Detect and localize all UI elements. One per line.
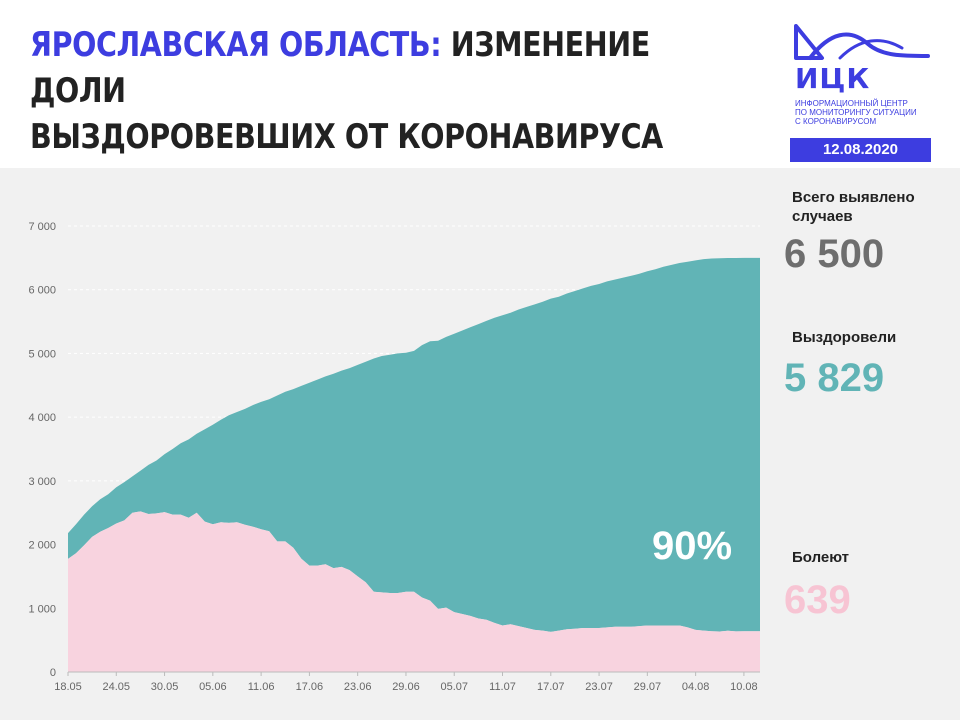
chart-panel: 0 1 000 2 000 3 000 4 000 5 000 6 000 7 000 18.0… (0, 168, 960, 720)
total-label-line1: Всего выявлено (792, 189, 915, 206)
itsk-logo: ИЦК Информационный центр по мониторингу … (790, 22, 932, 162)
y-tick-label: 5 000 (28, 348, 56, 360)
y-tick-label: 7 000 (28, 221, 56, 233)
y-tick-label: 1 000 (28, 603, 56, 615)
x-tick-label: 11.07 (489, 681, 516, 693)
x-tick-label: 23.07 (585, 681, 613, 693)
x-tick-label: 17.07 (537, 681, 565, 693)
logo-subtitle: Информационный центр по мониторингу ситу… (795, 99, 935, 126)
y-tick-label: 6 000 (28, 285, 56, 297)
x-tick-label: 23.06 (344, 681, 372, 693)
logo-subtitle-line2: по мониторингу ситуации (795, 108, 917, 117)
x-tick-label: 05.07 (440, 681, 468, 693)
x-tick-label: 29.07 (634, 681, 662, 693)
recovered-value: 5 829 (784, 356, 885, 400)
sick-value: 639 (784, 578, 851, 622)
recovered-label: Выздоровели (792, 329, 897, 346)
total-label-line2: случаев (792, 208, 853, 225)
y-tick-label: 0 (50, 667, 56, 679)
sick-label: Болеют (792, 549, 850, 566)
date-badge: 12.08.2020 (790, 138, 931, 162)
x-tick-label: 18.05 (54, 681, 82, 693)
total-label: Всего выявлено случаев (792, 188, 915, 226)
x-tick-label: 24.05 (103, 681, 131, 693)
logo-subtitle-line1: Информационный центр (795, 99, 908, 108)
series-sick-area (68, 511, 760, 672)
title-accent: ЯРОСЛАВСКАЯ ОБЛАСТЬ: (30, 25, 442, 65)
series-recovered-area (68, 257, 760, 632)
x-tick-label: 10.08 (730, 681, 758, 693)
y-tick-label: 3 000 (28, 476, 56, 488)
area-chart: 0 1 000 2 000 3 000 4 000 5 000 6 000 7 000 18.0… (28, 221, 760, 693)
x-tick-label: 30.05 (151, 681, 179, 693)
title-line2: ВЫЗДОРОВЕВШИХ ОТ КОРОНАВИРУСА (30, 117, 663, 157)
y-tick-label: 4 000 (28, 412, 56, 424)
total-value: 6 500 (784, 232, 885, 276)
x-tick-label: 29.06 (392, 681, 420, 693)
header: ЯРОСЛАВСКАЯ ОБЛАСТЬ: ИЗМЕНЕНИЕ ДОЛИ ВЫЗДО… (0, 0, 960, 168)
logo-abbr: ИЦК (795, 62, 871, 95)
recovered-share: 90% (652, 524, 733, 568)
x-tick-label: 05.06 (199, 681, 227, 693)
title-rest: ИЗМЕНЕНИЕ ДОЛИ (30, 25, 650, 111)
logo-subtitle-line3: с коронавирусом (795, 117, 877, 126)
page-title: ЯРОСЛАВСКАЯ ОБЛАСТЬ: ИЗМЕНЕНИЕ ДОЛИ ВЫЗДО… (30, 22, 727, 160)
x-tick-label: 17.06 (296, 681, 324, 693)
x-tick-label: 11.06 (248, 681, 275, 693)
y-tick-label: 2 000 (28, 540, 56, 552)
bridge-wave-icon (794, 24, 930, 60)
x-tick-label: 04.08 (682, 681, 710, 693)
